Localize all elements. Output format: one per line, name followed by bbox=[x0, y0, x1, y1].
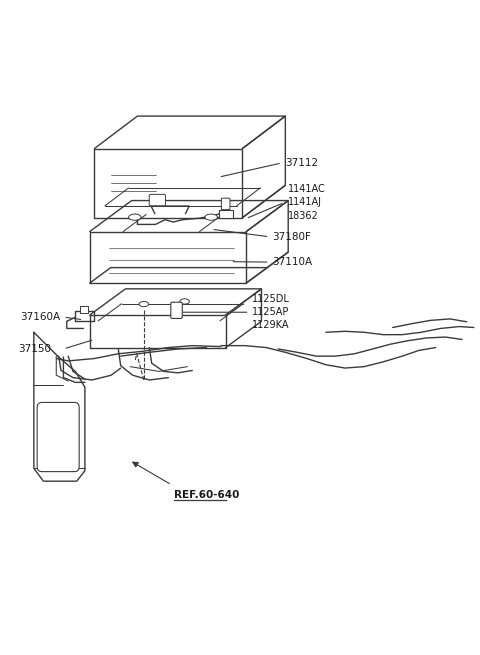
FancyBboxPatch shape bbox=[37, 402, 79, 472]
Bar bbox=[219, 210, 233, 218]
Text: 37180F: 37180F bbox=[273, 232, 312, 242]
Text: 37150: 37150 bbox=[18, 344, 51, 354]
Text: REF.60-640: REF.60-640 bbox=[174, 491, 240, 500]
Text: 1125DL
1125AP
1129KA: 1125DL 1125AP 1129KA bbox=[252, 294, 290, 330]
Ellipse shape bbox=[205, 214, 217, 220]
Bar bbox=[80, 306, 88, 312]
Text: 37110A: 37110A bbox=[273, 257, 312, 267]
FancyBboxPatch shape bbox=[171, 302, 182, 318]
Text: 1141AC
1141AJ
18362: 1141AC 1141AJ 18362 bbox=[288, 184, 325, 221]
Text: 37160A: 37160A bbox=[21, 312, 60, 322]
FancyBboxPatch shape bbox=[149, 195, 166, 206]
Ellipse shape bbox=[129, 214, 141, 220]
Ellipse shape bbox=[139, 301, 149, 307]
Ellipse shape bbox=[180, 299, 190, 304]
FancyBboxPatch shape bbox=[221, 198, 230, 210]
Text: 37112: 37112 bbox=[285, 158, 318, 168]
